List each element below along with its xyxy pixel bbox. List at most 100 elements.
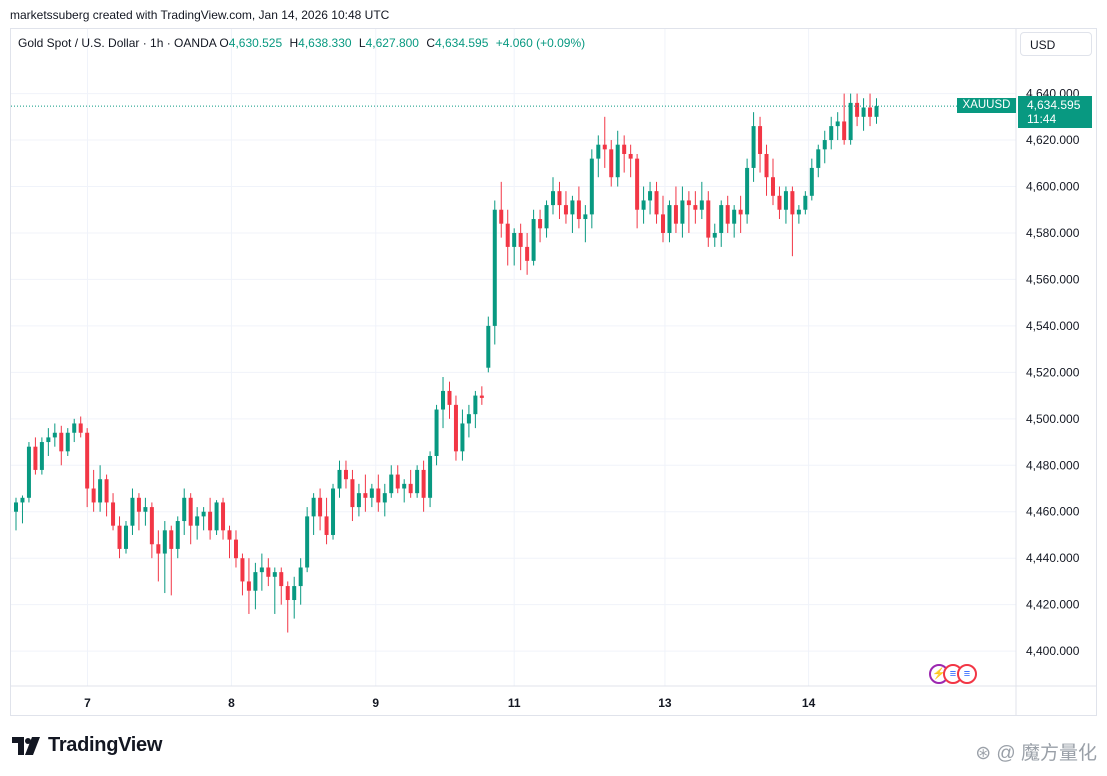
candle-body <box>758 126 763 154</box>
candle-body <box>868 107 873 117</box>
candle-body <box>770 177 775 196</box>
candle-body <box>518 232 523 247</box>
x-tick-label: 14 <box>802 696 816 710</box>
candle-body <box>227 530 232 540</box>
candle-body <box>33 446 38 470</box>
candle-body <box>505 223 510 247</box>
candle-body <box>712 232 717 238</box>
candle-body <box>350 479 355 508</box>
candle-body <box>415 469 420 494</box>
candle-body <box>214 502 219 531</box>
y-tick-label: 4,500.000 <box>1026 412 1080 426</box>
candle-body <box>246 581 251 591</box>
candle-body <box>136 497 141 512</box>
candle-body <box>402 483 407 489</box>
legend-low-value: 4,627.800 <box>365 36 419 50</box>
candle-body <box>738 209 743 215</box>
candle-body <box>855 102 860 117</box>
candle-body <box>266 567 271 577</box>
candle-body <box>305 516 310 568</box>
candle-body <box>337 469 342 489</box>
y-tick-label: 4,600.000 <box>1026 180 1080 194</box>
last-price-tag: 4,634.595 11:44 <box>1018 96 1092 128</box>
legend-title: Gold Spot / U.S. Dollar · 1h · OANDA <box>18 36 217 50</box>
candle-body <box>395 474 400 489</box>
candle-body <box>835 121 840 127</box>
candle-body <box>195 516 200 526</box>
candle-body <box>648 191 653 201</box>
currency-button[interactable]: USD <box>1020 32 1092 56</box>
candle-body <box>39 442 44 470</box>
legend-low-label: L <box>358 36 366 50</box>
event-markers[interactable]: ⚡ ≡ ≡ <box>929 664 989 688</box>
candle-body <box>466 414 471 424</box>
candle-body <box>104 479 109 503</box>
candle-body <box>253 572 258 591</box>
tradingview-logo-icon <box>12 736 40 755</box>
candle-body <box>809 167 814 196</box>
candle-body <box>169 530 174 549</box>
y-tick-label: 4,540.000 <box>1026 319 1080 333</box>
candle-body <box>499 209 504 224</box>
y-tick-label: 4,440.000 <box>1026 551 1080 565</box>
candle-body <box>201 511 206 517</box>
candle-body <box>298 567 303 587</box>
candle-body <box>78 423 83 433</box>
candle-body <box>421 469 426 498</box>
candlestick-chart[interactable]: 4,400.000 4,420.000 4,440.000 4,460.000 4,48… <box>0 0 1107 716</box>
candle-body <box>661 214 665 233</box>
candle-body <box>796 209 801 215</box>
candle-body <box>117 525 122 549</box>
candle-body <box>686 200 691 206</box>
candle-body <box>453 404 458 452</box>
candle-body <box>615 144 620 178</box>
candle-body <box>531 219 536 261</box>
candle-body <box>240 558 245 582</box>
candle-body <box>279 572 284 587</box>
candle-body <box>311 497 316 517</box>
candle-body <box>363 493 368 498</box>
candle-body <box>130 497 135 526</box>
y-tick-label: 4,620.000 <box>1026 133 1080 147</box>
candle-body <box>544 205 549 229</box>
candle-body <box>745 167 750 215</box>
legend-high-value: 4,638.330 <box>298 36 352 50</box>
candle-body <box>162 530 167 554</box>
candle-body <box>790 191 795 215</box>
y-tick-label: 4,400.000 <box>1026 644 1080 658</box>
candle-body <box>816 149 821 168</box>
chart-frame[interactable] <box>10 28 1097 716</box>
candle-body <box>829 126 834 141</box>
candle-body <box>208 511 213 531</box>
candle-body <box>563 205 568 215</box>
candle-body <box>479 395 484 398</box>
candle-body <box>460 423 465 452</box>
candle-body <box>589 158 594 215</box>
candle-body <box>343 469 348 480</box>
candle-body <box>557 191 562 206</box>
candle-body <box>59 432 64 452</box>
chart-credit: marketssuberg created with TradingView.c… <box>10 8 390 22</box>
candle-body <box>356 493 361 508</box>
y-tick-label: 4,460.000 <box>1026 505 1080 519</box>
x-tick-label: 11 <box>508 696 521 710</box>
candle-body <box>441 390 446 410</box>
candle-body <box>233 539 238 559</box>
candle-body <box>428 455 433 498</box>
candle-body <box>20 497 25 503</box>
candle-body <box>369 488 374 498</box>
candle-body <box>492 209 497 326</box>
x-tick-label: 7 <box>84 696 91 710</box>
brand-name: TradingView <box>48 734 163 756</box>
candle-body <box>111 502 116 526</box>
y-tick-label: 4,580.000 <box>1026 226 1080 240</box>
legend-close-value: 4,634.595 <box>435 36 489 50</box>
symbol-tag: XAUUSD <box>957 98 1016 113</box>
candle-body <box>376 488 381 503</box>
candle-body <box>331 488 336 535</box>
y-tick-label: 4,520.000 <box>1026 365 1080 379</box>
candle-body <box>285 586 290 601</box>
candle-body <box>272 572 277 577</box>
us-flag-icon[interactable]: ≡ <box>957 664 977 684</box>
candle-body <box>382 493 387 503</box>
